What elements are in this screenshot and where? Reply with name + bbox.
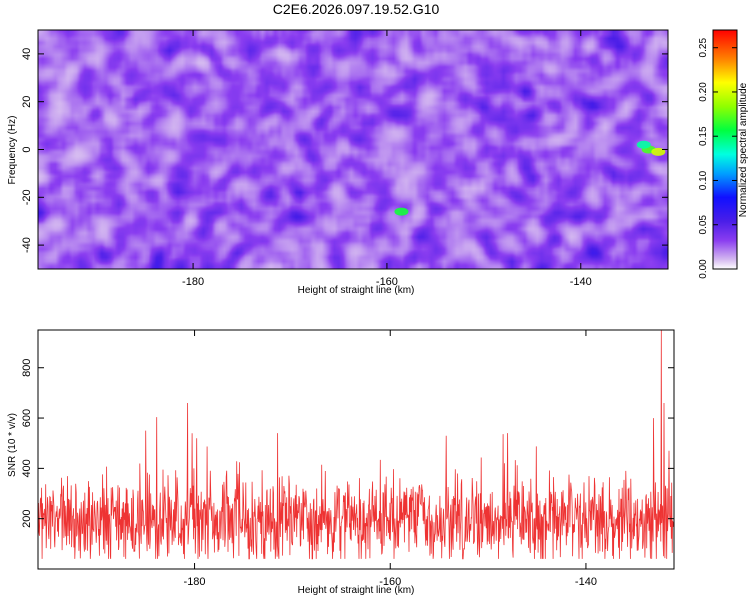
spectrogram-y-tick-label: -40 [21,237,33,253]
colorbar-bar [712,29,738,270]
snr-x-tick-label: -140 [575,576,597,588]
spectrogram-y-label: Frequency (Hz) [7,116,18,185]
snr-y-ticks: 200 400 600 800 [21,359,674,528]
spectrogram-x-tick-label: -160 [376,276,398,288]
spectrogram-peaks [394,140,666,216]
colorbar-tick-label: 0.10 [698,170,709,190]
spectrogram-y-ticks: -40 -20 0 20 40 [21,48,668,253]
snr-y-tick-label: 600 [21,409,33,427]
snr-y-tick-label: 800 [21,359,33,377]
colorbar-ticks: 0.00 0.05 0.10 0.15 0.20 0.25 [698,38,737,279]
colorbar-tick-label: 0.25 [698,38,709,58]
spectrogram-image [38,30,668,269]
colorbar-tick-label: 0.05 [698,215,709,235]
snr-x-tick-label: -180 [184,576,206,588]
spectrogram-x-tick-label: -180 [182,276,204,288]
colorbar: 0.00 0.05 0.10 0.15 0.20 0.25 Normalized spec… [698,29,749,279]
spectrogram-x-tick-label: -140 [570,276,592,288]
colorbar-tick-label: 0.20 [698,82,709,102]
snr-x-tick-label: -160 [379,576,401,588]
spectrogram-y-tick-label: 20 [21,96,33,108]
colorbar-tick-label: 0.00 [698,259,709,279]
snr-series-line [38,330,674,560]
spectrogram-peak [651,147,666,156]
colorbar-tick-label: 0.15 [698,126,709,146]
snr-x-ticks: -180 -160 -140 [184,330,597,588]
spectrogram-panel: -180 -160 -140 -40 -20 0 20 40 Height of strai… [7,29,669,296]
colorbar-label: Normalized spectral amplitude [738,82,749,217]
spectrogram-peak [394,207,409,216]
snr-y-tick-label: 400 [21,459,33,477]
spectrogram-y-tick-label: -20 [21,189,33,205]
snr-panel: -180 -160 -140 200 400 600 800 Height of stra… [7,329,675,596]
spectrogram-x-label: Height of straight line (km) [298,285,415,296]
spectrogram-y-tick-label: 40 [21,48,33,60]
figure-title: C2E6.2026.097.19.52.G10 [273,1,440,17]
spectrogram-peak [636,140,651,149]
snr-x-label: Height of straight line (km) [298,585,415,596]
snr-y-tick-label: 200 [21,510,33,528]
snr-y-label: SNR (10 * v/v) [7,413,18,477]
snr-frame [37,329,675,570]
spectrogram-y-tick-label: 0 [21,146,33,152]
spectrogram-x-ticks: -180 -160 -140 [182,30,592,288]
